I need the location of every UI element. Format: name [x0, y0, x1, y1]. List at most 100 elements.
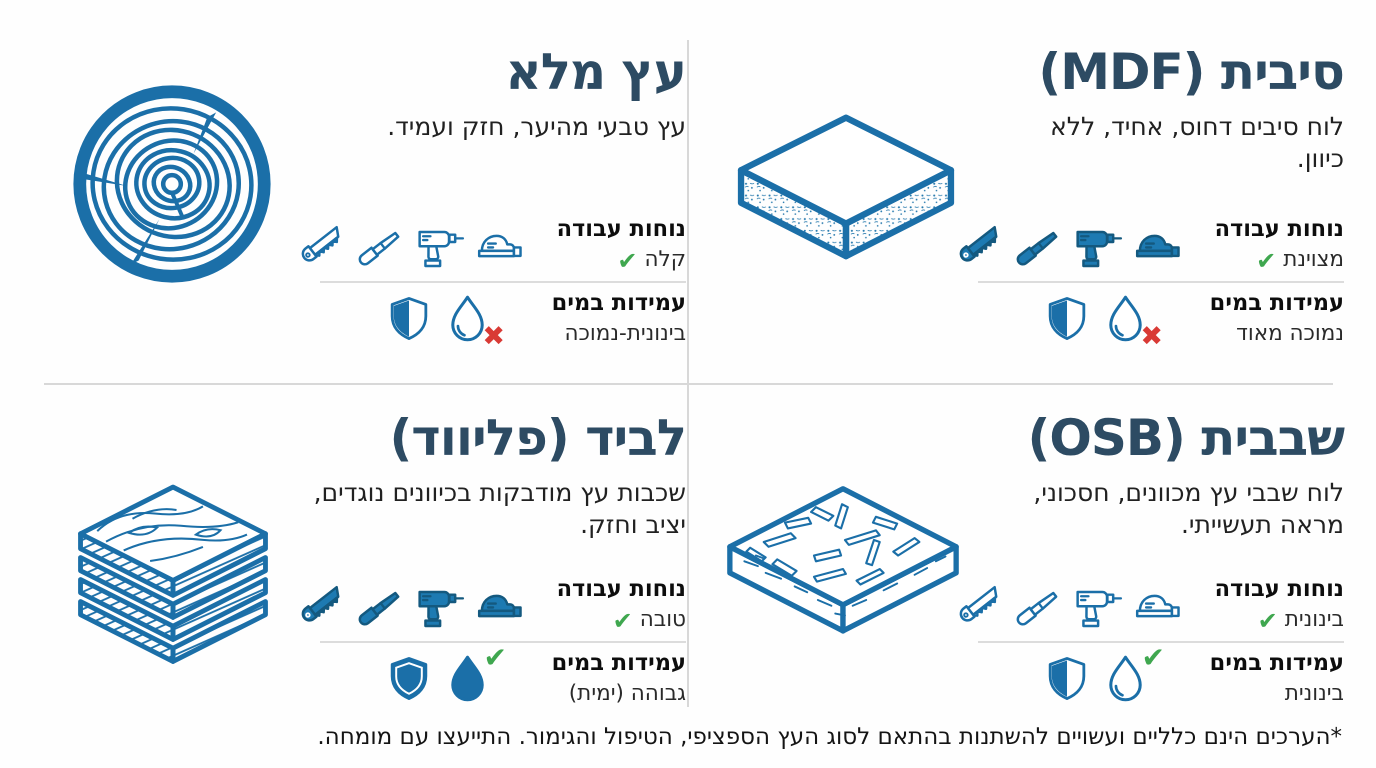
water-resistance-label: עמידות במים	[551, 650, 686, 677]
water-resistance-value: גבוהה (ימית)	[568, 681, 686, 707]
water-resistance-value: בינונית-נמוכה	[564, 321, 687, 347]
sander-icon	[477, 234, 522, 257]
card-text: סיבית (MDF) לוח סיבים דחוס, אחיד, ללא כי…	[1009, 43, 1345, 176]
sander-icon	[1135, 234, 1180, 257]
water-resistance-row: עמידות במים בינונית-נמוכה ✖	[320, 284, 686, 354]
saw-icon	[959, 225, 998, 262]
card-specs: נוחות עבודה בינונית ✔	[959, 570, 1344, 714]
water-resistance-row: עמידות במים נמוכה מאוד ✖	[978, 284, 1344, 354]
card-description: שכבות עץ מודבקות בכיוונים נוגדים, יציב ו…	[313, 477, 686, 540]
spec-divider	[320, 281, 686, 283]
water-icons: ✖	[1044, 294, 1163, 350]
card-specs: נוחות עבודה טובה ✔	[301, 570, 686, 714]
card-text: לביד (פליווד) שכבות עץ מודבקות בכיוונים …	[301, 409, 687, 542]
sander-icon	[477, 594, 522, 617]
water-resistance-label: עמידות במים	[1209, 650, 1344, 677]
divider-vertical	[687, 40, 689, 707]
water-icons: ✔	[1044, 644, 1165, 704]
check-icon: ✔	[617, 246, 638, 275]
water-drop-icon: ✔	[1105, 644, 1165, 704]
spec-divider	[978, 281, 1344, 283]
saw-icon	[301, 585, 340, 622]
tool-icons	[957, 217, 1182, 274]
workability-row: נוחות עבודה מצוינת ✔	[959, 210, 1344, 280]
card-specs: נוחות עבודה קלה ✔	[301, 210, 686, 354]
water-resistance-row: עמידות במים בינונית ✔	[978, 644, 1344, 714]
card-title: לביד (פליווד)	[389, 409, 687, 467]
water-resistance-text: עמידות במים בינונית	[1194, 650, 1344, 708]
water-resistance-label: עמידות במים	[1209, 290, 1344, 317]
workability-label: נוחות עבודה	[1214, 576, 1344, 603]
card-mdf: סיבית (MDF) לוח סיבים דחוס, אחיד, ללא כי…	[688, 0, 1376, 384]
tool-icons	[957, 577, 1182, 634]
water-resistance-value: נמוכה מאוד	[1236, 321, 1344, 347]
water-resistance-value: בינונית	[1284, 681, 1344, 707]
workability-text: נוחות עבודה מצוינת ✔	[1194, 216, 1344, 274]
workability-value: קלה	[644, 247, 686, 273]
card-title: עץ מלא	[505, 43, 687, 101]
chisel-icon	[358, 591, 400, 626]
check-icon: ✔	[1257, 606, 1278, 635]
check-icon: ✔	[1256, 246, 1277, 275]
chisel-icon	[1016, 231, 1058, 266]
workability-value: מצוינת	[1283, 247, 1344, 273]
tool-icons	[299, 217, 524, 274]
drill-icon	[1076, 590, 1123, 627]
water-resistance-text: עמידות במים גבוהה (ימית)	[536, 650, 686, 708]
card-title: סיבית (MDF)	[1038, 43, 1345, 101]
drill-icon	[1076, 230, 1123, 267]
workability-text: נוחות עבודה טובה ✔	[536, 576, 686, 634]
water-resistance-text: עמידות במים נמוכה מאוד	[1194, 290, 1344, 348]
saw-icon	[301, 225, 340, 262]
mdf-board-illustration	[732, 110, 960, 272]
shield-icon	[1048, 657, 1086, 700]
water-resistance-label: עמידות במים	[551, 290, 686, 317]
footnote: *הערכים הינם כלליים ועשויים להשתנות בהתא…	[317, 724, 1342, 750]
shield-icon	[390, 657, 428, 700]
sander-icon	[1135, 594, 1180, 617]
workability-label: נוחות עבודה	[556, 576, 686, 603]
card-description: עץ טבעי מהיער, חזק ועמיד.	[387, 111, 686, 141]
water-drop-icon: ✖	[447, 294, 505, 350]
tree-rings-illustration	[68, 80, 276, 288]
drill-icon	[418, 590, 465, 627]
shield-icon	[1048, 297, 1086, 340]
water-drop-icon: ✖	[1105, 294, 1163, 350]
drill-icon	[418, 230, 465, 267]
spec-divider	[978, 641, 1344, 643]
check-icon: ✔	[612, 606, 633, 635]
workability-label: נוחות עבודה	[556, 216, 686, 243]
chisel-icon	[1016, 591, 1058, 626]
card-text: עץ מלא עץ טבעי מהיער, חזק ועמיד.	[326, 43, 687, 143]
chisel-icon	[358, 231, 400, 266]
card-description: לוח סיבים דחוס, אחיד, ללא כיוון.	[1050, 111, 1344, 174]
saw-icon	[959, 585, 998, 622]
card-plywood: לביד (פליווד) שכבות עץ מודבקות בכיוונים …	[0, 384, 688, 720]
card-solid-wood: עץ מלא עץ טבעי מהיער, חזק ועמיד. נוחות ע…	[0, 0, 688, 384]
workability-value: טובה	[639, 607, 686, 633]
workability-value: בינונית	[1284, 607, 1344, 633]
workability-row: נוחות עבודה טובה ✔	[301, 570, 686, 640]
tool-icons	[299, 577, 524, 634]
workability-label: נוחות עבודה	[1214, 216, 1344, 243]
workability-text: נוחות עבודה קלה ✔	[536, 216, 686, 274]
x-icon: ✖	[482, 321, 505, 352]
card-specs: נוחות עבודה מצוינת ✔	[959, 210, 1344, 354]
divider-horizontal	[44, 383, 1333, 385]
spec-divider	[320, 641, 686, 643]
water-icons: ✖	[386, 294, 505, 350]
card-title: שבבית (OSB)	[1027, 409, 1345, 467]
plywood-illustration	[66, 480, 280, 672]
workability-row: נוחות עבודה קלה ✔	[301, 210, 686, 280]
water-icons: ✔	[386, 644, 507, 704]
check-icon: ✔	[483, 641, 507, 674]
water-drop-icon: ✔	[447, 644, 507, 704]
shield-icon	[390, 297, 428, 340]
check-icon: ✔	[1141, 641, 1165, 674]
osb-board-illustration	[718, 482, 968, 658]
water-resistance-row: עמידות במים גבוהה (ימית) ✔	[320, 644, 686, 714]
water-resistance-text: עמידות במים בינונית-נמוכה	[536, 290, 686, 348]
workability-row: נוחות עבודה בינונית ✔	[959, 570, 1344, 640]
card-description: לוח שבבי עץ מכוונים, חסכוני, מראה תעשיית…	[1033, 477, 1344, 540]
